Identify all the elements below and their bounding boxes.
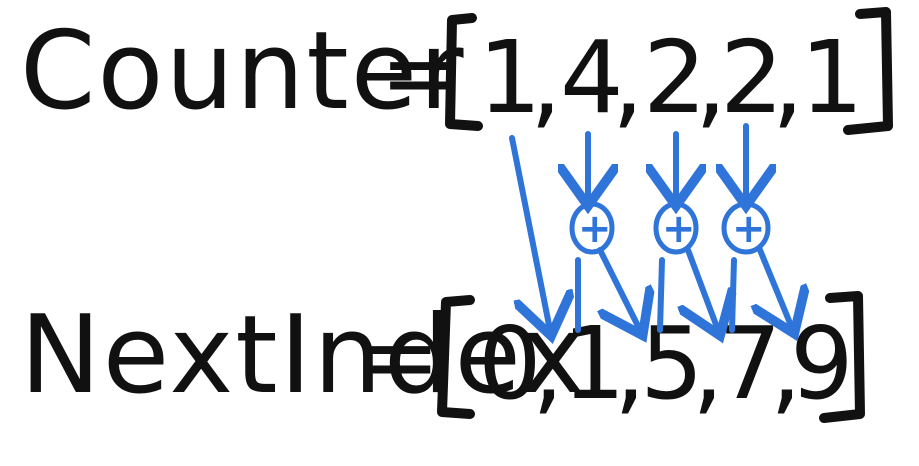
- counter-label: Counter: [20, 9, 466, 134]
- arrow: [597, 247, 640, 330]
- plus-operator-circle: [653, 201, 699, 255]
- flow-arrows: [509, 123, 792, 333]
- nextindex-equals: =: [360, 301, 440, 413]
- counter-value: 4: [560, 19, 624, 136]
- nextindex-values: 0 , 1 , 5 , 7 , 9: [478, 305, 854, 426]
- arrow: [760, 247, 792, 328]
- counter-value: 2: [643, 19, 707, 136]
- counter-value: 1: [478, 19, 542, 136]
- counter-separator: ,: [530, 23, 562, 140]
- counter-open-bracket: [445, 13, 483, 131]
- plus-operator-circle: [569, 201, 615, 255]
- arrow: [509, 135, 550, 330]
- plus-operator-symbol: +: [732, 206, 766, 252]
- nextindex-value: 9: [790, 305, 854, 422]
- nextindex-open-bracket: [437, 295, 475, 419]
- arrow: [688, 247, 718, 330]
- arrow: [729, 257, 737, 333]
- arrow: [657, 257, 665, 333]
- plus-operators: + + +: [569, 201, 771, 255]
- counter-values: 1 , 4 , 2 , 2 , 1: [478, 19, 864, 140]
- counter-separator: ,: [772, 23, 804, 140]
- counter-separator: ,: [612, 23, 644, 140]
- counter-close-bracket: [843, 7, 893, 135]
- nextindex-label: NextIndex: [20, 293, 587, 418]
- nextindex-close-bracket: [819, 291, 865, 423]
- plus-operator-circle: [721, 201, 771, 255]
- plus-operator-symbol: +: [578, 206, 612, 252]
- plus-operator-symbol: +: [662, 206, 696, 252]
- counter-separator: ,: [695, 23, 727, 140]
- counter-value: 2: [720, 19, 784, 136]
- counter-value: 1: [800, 19, 864, 136]
